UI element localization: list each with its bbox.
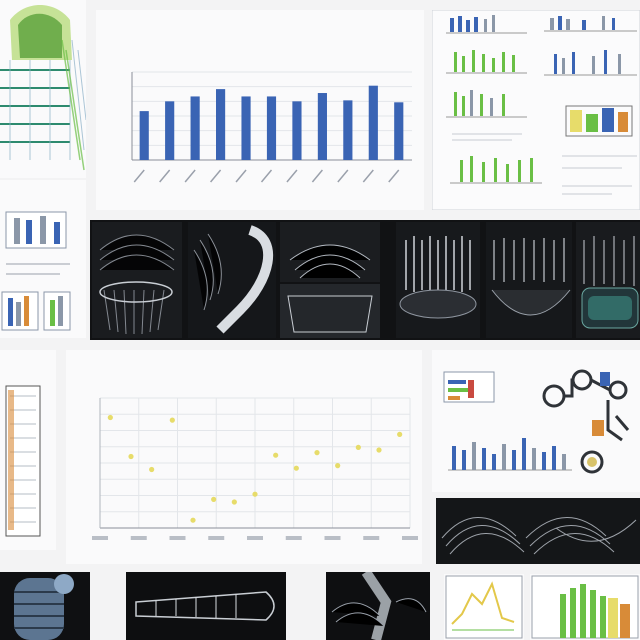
scatter-point [273,452,279,458]
pipe-end-cap [587,457,597,467]
green-structure-illustration [0,0,86,178]
mini-bar-cluster-2 [544,16,637,32]
piping-diagram [432,350,640,492]
bar-tick-label [311,169,323,183]
left-mini-charts [1,211,71,331]
mini-bar-cluster-1 [446,15,527,34]
bar-tick-label [362,169,374,183]
bar-mark [139,111,149,160]
scatter-tick-label [208,536,225,540]
mini-chart-top-left [443,371,495,403]
scatter-tick-label [285,536,302,540]
bar-mark [292,101,302,160]
mini-bar-cluster-7 [450,156,542,184]
scatter-point [397,431,403,437]
render-3 [280,222,380,338]
render-4 [396,222,480,338]
bar-chart [131,71,412,183]
lower-left-narrow-chart-tile [0,350,56,550]
render-2 [188,222,276,338]
lower-left-narrow-chart [5,385,41,537]
mini-bar-chart-lower [448,438,572,471]
scatter-point [355,444,361,450]
scatter-point [231,499,237,505]
pipe-highlight [592,372,610,436]
bottom-render-1-tile [0,572,90,640]
scatter-point [169,417,175,423]
scatter-tick-label [247,536,263,540]
mini-bar-cluster-6 [565,105,633,137]
bar-mark [266,96,277,160]
render-6 [576,222,640,338]
bar-mark [216,89,226,160]
bottom-render-3-tile [326,572,430,640]
bottom-render-2-tile [126,572,286,640]
scatter-point [252,491,258,497]
bar-mark [241,96,251,160]
scatter-point [190,517,196,523]
bar-mark [394,102,404,160]
dark-render-lower-right-tile [436,498,640,564]
bottom-green-bars [531,575,639,639]
render-1 [92,222,182,338]
bar-tick-label [235,169,247,183]
bar-mark [165,101,175,160]
pipe-end-ring [580,450,604,474]
scatter-chart [92,397,418,540]
scatter-point [376,447,382,453]
bar-tick-label [210,169,222,183]
bar-tick-label [337,169,349,183]
scatter-point [293,465,299,471]
scatter-tick-label [92,536,108,540]
bar-tick-label [388,169,400,183]
scatter-chart-tile [66,350,422,564]
bottom-render-1 [0,572,90,640]
bar-mark [368,85,378,160]
bottom-line-chart [445,575,523,639]
piping-diagram-tile [432,350,640,492]
render-strip [90,220,640,340]
scatter-point [149,466,155,473]
bar-tick-label [260,169,273,183]
render-5 [486,222,572,338]
scatter-point [335,463,341,469]
scatter-tick-label [169,536,186,540]
small-charts-collage-tile [432,10,640,210]
bottom-render-3 [326,572,430,640]
bar-tick-label [159,169,171,183]
bottom-line-chart-tile [444,574,524,640]
scatter-point [211,496,217,502]
bar-mark [190,96,200,160]
scatter-tick-label [130,536,147,540]
scatter-point [107,414,113,421]
bar-chart-tile [96,10,424,210]
scatter-tick-label [402,536,418,540]
bar-mark [317,93,327,160]
mini-bar-cluster-3 [446,50,527,74]
render-strip-tile [90,220,640,340]
green-structure-diagram-tile [0,0,86,178]
scatter-point [128,453,134,460]
bottom-green-bars-tile [530,574,640,640]
mini-bar-cluster-5 [446,90,527,118]
bar-tick-label [286,169,298,183]
bottom-render-2 [126,572,286,640]
small-charts-collage [432,10,640,210]
bar-mark [343,100,353,160]
bar-tick-label [184,169,196,183]
mini-bar-cluster-4 [544,50,637,76]
bar-tick-label [133,169,145,183]
dark-render-lower-right [436,498,640,564]
scatter-tick-label [363,536,380,540]
left-mini-charts-tile [0,180,86,338]
scatter-tick-label [324,536,341,540]
scatter-point [314,450,320,456]
